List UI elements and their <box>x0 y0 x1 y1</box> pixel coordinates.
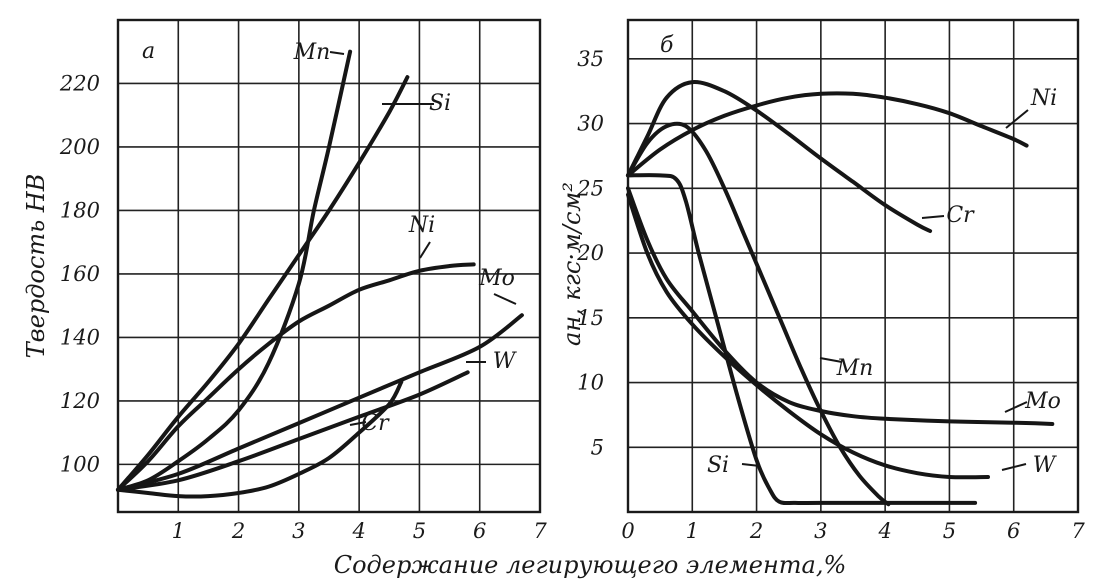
series-leader-mn <box>329 51 345 55</box>
x-tick-label: 0 <box>621 519 634 543</box>
x-tick-label: 2 <box>749 519 763 543</box>
y-tick-label: 220 <box>59 71 100 95</box>
series-line-cr <box>626 80 933 233</box>
series-leader-si <box>741 463 761 467</box>
series-line-ni <box>116 262 476 492</box>
y-tick-label: 200 <box>59 135 100 159</box>
x-tick-label: 6 <box>1007 519 1020 543</box>
series-line-w <box>626 192 990 480</box>
panel-label: а <box>142 39 155 64</box>
y-tick-label: 180 <box>60 198 100 222</box>
x-tick-label: 5 <box>943 519 956 543</box>
series-line-si <box>626 173 978 506</box>
x-tick-label: 3 <box>292 519 305 543</box>
y-axis-title: aн, кгс·м/см² <box>558 182 586 346</box>
y-tick-label: 100 <box>60 452 100 476</box>
x-tick-label: 3 <box>814 519 827 543</box>
y-tick-label: 35 <box>577 47 604 71</box>
y-tick-label: 20 <box>576 241 604 265</box>
x-tick-label: 4 <box>877 519 891 543</box>
series-label-si: Si <box>707 453 729 478</box>
x-tick-label: 1 <box>686 519 699 543</box>
series-label-ni: Ni <box>408 213 435 238</box>
x-tick-label: 7 <box>1071 519 1085 543</box>
series-label-si: Si <box>429 91 451 116</box>
y-tick-label: 30 <box>577 112 604 136</box>
x-tick-label: 2 <box>231 519 245 543</box>
series-label-w: W <box>493 349 518 374</box>
series-leader-ni <box>419 241 431 259</box>
x-tick-label: 4 <box>351 519 365 543</box>
series-line-mo <box>116 313 524 492</box>
y-tick-label: 25 <box>576 176 604 200</box>
series-leader-mo <box>493 293 517 305</box>
series-line-si <box>116 75 410 492</box>
y-tick-label: 120 <box>60 389 100 413</box>
series-leader-cr <box>921 215 945 219</box>
series-line-mn <box>626 121 891 507</box>
panel-label: б <box>660 33 674 58</box>
series-label-mo: Mo <box>478 266 515 291</box>
x-tick-label: 7 <box>533 519 547 543</box>
y-tick-label: 140 <box>60 325 100 349</box>
series-line-ni <box>626 91 1029 178</box>
y-axis-title: Твердость HB <box>22 174 50 359</box>
series-line-w <box>116 370 470 492</box>
y-tick-label: 5 <box>591 435 604 459</box>
x-axis-title: Содержание легирующего элемента,% <box>334 551 847 579</box>
series-line-mo <box>626 186 1055 426</box>
plot-frame <box>626 18 1080 514</box>
plot-frame <box>116 18 542 514</box>
series-line-cr <box>116 379 404 499</box>
hardness-chart-panel-a: 1 2 3 4 5 6 7 100 120 140 160 180 200 220 а Твердость H… <box>22 18 547 543</box>
y-tick-label: 10 <box>577 371 604 395</box>
series-label-cr: Cr <box>361 411 390 436</box>
series-label-mn: Mn <box>293 40 331 65</box>
x-tick-label: 1 <box>172 519 185 543</box>
impact-toughness-chart-panel-b: 0 1 2 3 4 5 6 7 5 10 15 20 25 30 35 б aн, кгс·м/см² Ni Cr M… <box>558 18 1085 543</box>
series-label-ni: Ni <box>1030 86 1057 111</box>
series-leader-mn <box>819 357 843 363</box>
series-label-mo: Mo <box>1024 389 1061 414</box>
series-leader-ni <box>1005 109 1029 129</box>
series-leader-cr <box>349 421 367 426</box>
series-label-mn: Mn <box>836 356 874 381</box>
series-label-cr: Cr <box>946 203 975 228</box>
series-leader-w <box>1001 463 1027 471</box>
series-line-mn <box>116 49 353 492</box>
y-tick-label: 160 <box>60 262 100 286</box>
series-leader-mo <box>1004 401 1028 413</box>
series-label-w: W <box>1033 453 1058 478</box>
x-tick-label: 6 <box>473 519 486 543</box>
x-tick-label: 5 <box>413 519 426 543</box>
y-tick-label: 15 <box>577 306 604 330</box>
